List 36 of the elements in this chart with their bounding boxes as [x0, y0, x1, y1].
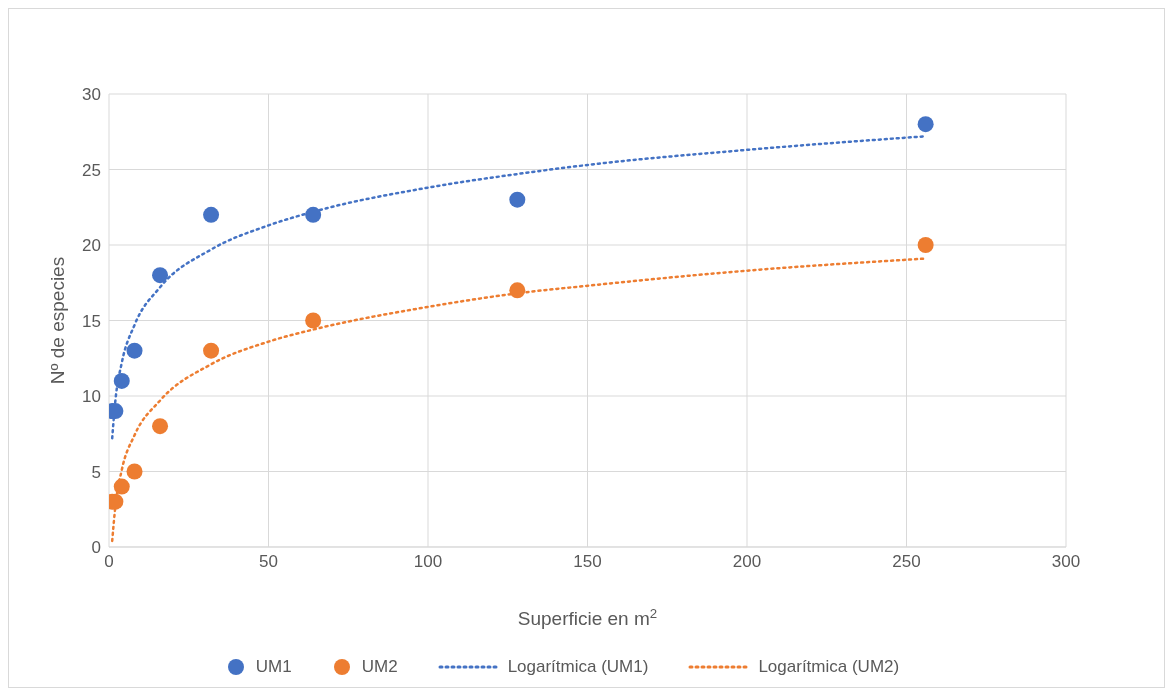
- point: [126, 342, 143, 359]
- x-tick-label: 0: [104, 552, 114, 572]
- line-series: [110, 257, 927, 543]
- x-tick-label: 200: [732, 552, 762, 572]
- x-tick-label: 150: [573, 552, 602, 572]
- point: [126, 463, 143, 480]
- legend-label: Logarítmica (UM2): [757, 657, 900, 677]
- point: [917, 237, 934, 253]
- x-axis-title: Superficie en m$^{2}$: [517, 605, 658, 629]
- y-tick-label: 15: [82, 311, 101, 331]
- y-tick-label: 10: [82, 387, 101, 407]
- point: [203, 206, 220, 223]
- point: [152, 267, 169, 284]
- line-series: [110, 135, 927, 440]
- y-tick-label: 0: [91, 538, 101, 558]
- point: [917, 116, 934, 133]
- legend-label: UM2: [360, 657, 398, 677]
- point: [305, 206, 322, 223]
- legend-label: Logarítmica (UM1): [506, 657, 649, 677]
- x-tick-label: 250: [892, 552, 921, 572]
- x-tick-label: 50: [259, 552, 278, 572]
- y-tick-label: 5: [91, 462, 101, 482]
- point: [203, 342, 220, 359]
- x-tick-label: 300: [1051, 552, 1081, 572]
- point: [509, 282, 526, 299]
- y-tick-label: 20: [82, 236, 101, 256]
- point: [152, 418, 169, 435]
- x-tick-label: 100: [413, 552, 443, 572]
- point: [305, 312, 322, 329]
- y-tick-label: 25: [82, 160, 101, 180]
- point: [509, 191, 526, 208]
- y-tick-label: 30: [82, 85, 101, 105]
- point: [113, 372, 130, 389]
- legend-label: UM1: [254, 657, 292, 677]
- point: [113, 478, 130, 495]
- y-axis-title: Nº de especies: [47, 256, 68, 385]
